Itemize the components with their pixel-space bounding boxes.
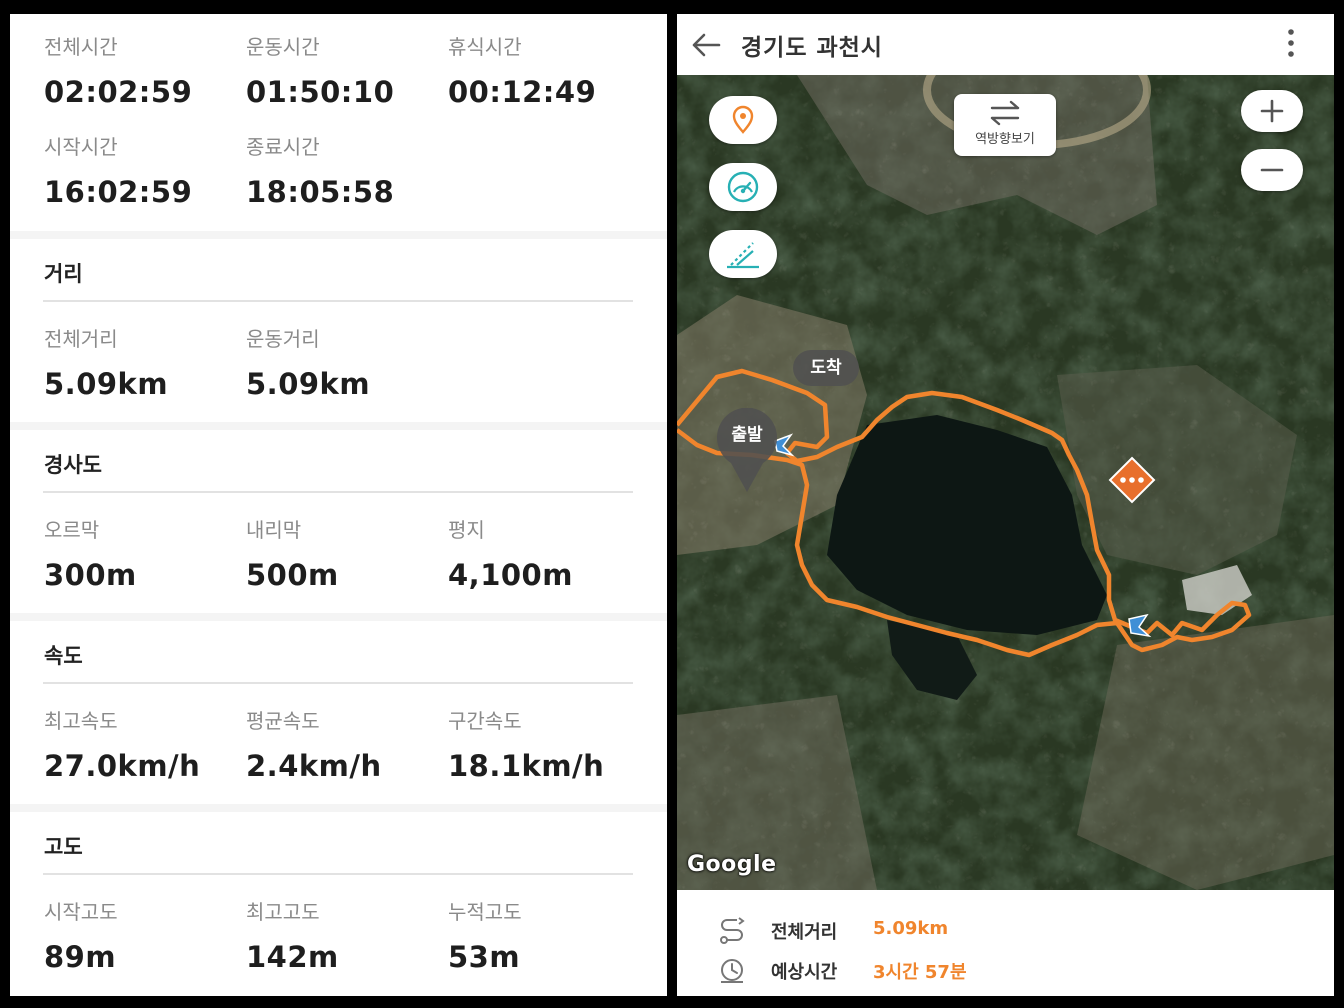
clock-icon xyxy=(721,959,743,983)
total-time-label: 전체시간 xyxy=(44,35,118,59)
route-map-panel: 경기도 과천시 xyxy=(677,14,1334,996)
map-imagery xyxy=(677,75,1334,890)
start-time-value: 16:02:59 xyxy=(44,175,193,209)
speed-title: 속도 xyxy=(44,644,83,668)
activity-record-panel: 전체시간 02:02:59 운동시간 01:50:10 휴식시간 00:12:4… xyxy=(10,14,667,996)
route-line xyxy=(677,368,1252,658)
distance-section: 거리 전체거리 5.09km 운동거리 5.09km xyxy=(10,239,667,422)
avg-speed-stat: 평균속도 2.4km/h xyxy=(246,709,382,783)
zoom-out-button[interactable] xyxy=(1241,149,1303,191)
moving-distance-stat: 운동거리 5.09km xyxy=(246,327,370,401)
summary-distance-value: 5.09km xyxy=(873,918,949,939)
max-altitude-value: 142m xyxy=(246,940,339,974)
altitude-divider xyxy=(43,873,633,875)
start-altitude-stat: 시작고도 89m xyxy=(44,900,118,974)
max-altitude-label: 최고고도 xyxy=(246,900,320,924)
altitude-title: 고도 xyxy=(44,835,83,859)
altitude-section: 고도 시작고도 89m 최고고도 142m 누적고도 53m xyxy=(10,812,667,996)
zoom-in-button[interactable] xyxy=(1241,90,1303,132)
uphill-label: 오르막 xyxy=(44,518,100,542)
avg-speed-value: 2.4km/h xyxy=(246,749,382,783)
cumulative-altitude-value: 53m xyxy=(448,940,521,974)
downhill-value: 500m xyxy=(246,558,339,592)
max-altitude-stat: 최고고도 142m xyxy=(246,900,339,974)
slope-icon xyxy=(727,242,759,269)
moving-time-stat: 운동시간 01:50:10 xyxy=(246,35,394,109)
route-distance-icon xyxy=(720,917,745,944)
max-speed-label: 최고속도 xyxy=(44,709,118,733)
total-distance-label: 전체거리 xyxy=(44,327,118,351)
reverse-direction-label: 역방향보기 xyxy=(975,132,1035,147)
location-pin-icon xyxy=(732,105,754,134)
start-altitude-value: 89m xyxy=(44,940,117,974)
distance-title: 거리 xyxy=(44,262,83,286)
start-direction-icon xyxy=(774,433,795,457)
minus-icon xyxy=(1260,168,1284,172)
summary-eta-value: 3시간 57분 xyxy=(873,962,967,983)
slope-button[interactable] xyxy=(709,230,777,278)
section-speed-stat: 구간속도 18.1km/h xyxy=(448,709,604,783)
start-time-label: 시작시간 xyxy=(44,135,118,159)
flat-value: 4,100m xyxy=(448,558,573,592)
waypoint-more-icon[interactable] xyxy=(1108,456,1156,504)
start-marker-label: 출발 xyxy=(731,425,763,445)
finish-direction-icon xyxy=(1128,613,1152,638)
end-time-stat: 종료시간 18:05:58 xyxy=(246,135,394,209)
max-speed-stat: 최고속도 27.0km/h xyxy=(44,709,200,783)
moving-time-value: 01:50:10 xyxy=(246,75,395,109)
flat-stat: 평지 4,100m xyxy=(448,518,573,592)
summary-distance-label: 전체거리 xyxy=(771,922,838,943)
google-attribution: Google xyxy=(687,852,777,877)
plus-icon xyxy=(1260,99,1284,123)
swap-arrows-icon xyxy=(990,100,1020,126)
max-speed-value: 27.0km/h xyxy=(44,749,201,783)
slope-title: 경사도 xyxy=(44,453,102,477)
speedometer-icon xyxy=(727,171,759,203)
slope-divider xyxy=(43,491,633,493)
reverse-direction-button[interactable]: 역방향보기 xyxy=(954,94,1056,156)
uphill-value: 300m xyxy=(44,558,137,592)
section-speed-value: 18.1km/h xyxy=(448,749,605,783)
speed-divider xyxy=(43,682,633,684)
cumulative-altitude-label: 누적고도 xyxy=(448,900,522,924)
end-time-label: 종료시간 xyxy=(246,135,320,159)
start-time-stat: 시작시간 16:02:59 xyxy=(44,135,192,209)
total-time-stat: 전체시간 02:02:59 xyxy=(44,35,192,109)
uphill-stat: 오르막 300m xyxy=(44,518,137,592)
avg-speed-label: 평균속도 xyxy=(246,709,320,733)
start-marker-pin[interactable] xyxy=(713,408,781,498)
total-distance-value: 5.09km xyxy=(44,367,169,401)
location-title: 경기도 과천시 xyxy=(741,35,883,61)
rest-time-value: 00:12:49 xyxy=(448,75,597,109)
start-altitude-label: 시작고도 xyxy=(44,900,118,924)
speed-section: 속도 최고속도 27.0km/h 평균속도 2.4km/h 구간속도 18.1k… xyxy=(10,621,667,804)
speedometer-button[interactable] xyxy=(709,163,777,211)
slope-section: 경사도 오르막 300m 내리막 500m 평지 4,100m xyxy=(10,430,667,613)
total-distance-stat: 전체거리 5.09km xyxy=(44,327,168,401)
distance-divider xyxy=(43,300,633,302)
moving-time-label: 운동시간 xyxy=(246,35,320,59)
total-time-value: 02:02:59 xyxy=(44,75,193,109)
end-time-value: 18:05:58 xyxy=(246,175,395,209)
satellite-map[interactable]: 도착 출발 xyxy=(677,75,1334,890)
flat-label: 평지 xyxy=(448,518,485,542)
downhill-label: 내리막 xyxy=(246,518,302,542)
downhill-stat: 내리막 500m xyxy=(246,518,339,592)
map-header: 경기도 과천시 xyxy=(677,14,1334,75)
summary-eta-label: 예상시간 xyxy=(771,962,838,983)
kebab-menu-icon[interactable] xyxy=(1286,28,1296,58)
rest-time-label: 휴식시간 xyxy=(448,35,522,59)
moving-distance-value: 5.09km xyxy=(246,367,371,401)
time-section: 전체시간 02:02:59 운동시간 01:50:10 휴식시간 00:12:4… xyxy=(10,14,667,231)
location-pin-button[interactable] xyxy=(709,96,777,144)
arrow-left-icon[interactable] xyxy=(689,28,723,62)
moving-distance-label: 운동거리 xyxy=(246,327,320,351)
finish-marker-label: 도착 xyxy=(810,358,842,378)
rest-time-stat: 휴식시간 00:12:49 xyxy=(448,35,596,109)
route-summary: 전체거리 5.09km 예상시간 3시간 57분 xyxy=(677,890,1334,996)
cumulative-altitude-stat: 누적고도 53m xyxy=(448,900,522,974)
finish-marker[interactable]: 도착 xyxy=(793,350,859,386)
section-speed-label: 구간속도 xyxy=(448,709,522,733)
